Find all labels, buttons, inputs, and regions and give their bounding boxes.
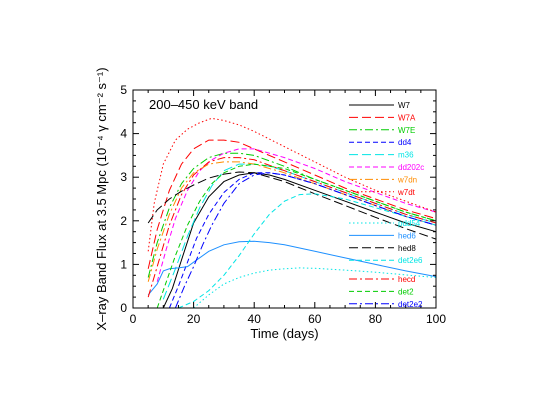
legend-label-m36: m36: [398, 151, 414, 160]
series-line-hecd: [147, 157, 437, 298]
legend: W7 W7A W7E dd4 m36 dd202c w7dn w7dt pdd54 hed6 hed…: [349, 101, 424, 309]
legend-label-w7a: W7A: [398, 113, 416, 122]
y-tick-label: 4: [120, 127, 127, 141]
series-line-w7e: [147, 152, 437, 278]
legend-label-det2: det2: [398, 287, 414, 296]
y-axis-label: X–ray Band Flux at 3.5 Mpc (10⁻⁴ γ cm⁻² …: [94, 67, 109, 330]
y-tick-label: 0: [120, 301, 127, 315]
x-tick-label: 100: [426, 312, 446, 326]
y-tick-label: 1: [120, 257, 127, 271]
plot-layer: [147, 117, 437, 309]
x-tick-label: 40: [248, 312, 262, 326]
legend-label-w7dt: w7dt: [397, 188, 416, 197]
legend-label-dd202c: dd202c: [398, 163, 424, 172]
x-tick-label: 60: [308, 312, 322, 326]
x-axis-label: Time (days): [250, 326, 318, 341]
y-tick-label: 5: [120, 83, 127, 97]
legend-label-hed8: hed8: [398, 244, 416, 253]
y-tick-label: 2: [120, 214, 127, 228]
legend-label-w7dn: w7dn: [397, 175, 417, 184]
series-line-det2: [156, 163, 437, 309]
legend-label-hed6: hed6: [398, 231, 416, 240]
x-tick-label: 0: [130, 312, 137, 326]
y-tick-label: 3: [120, 170, 127, 184]
series-line-w7a: [147, 139, 437, 269]
band-annotation: 200–450 keV band: [149, 97, 258, 112]
series-line-dd202c: [156, 148, 437, 282]
series-line-dd4: [168, 172, 437, 309]
legend-label-w7e: W7E: [398, 126, 415, 135]
legend-label-dd4: dd4: [398, 138, 412, 147]
legend-label-det2e2: det2e2: [398, 300, 423, 309]
series-line-det2e6: [178, 193, 437, 309]
series-line-hed6: [147, 240, 437, 296]
series-line-pdd54: [193, 267, 437, 309]
plot-frame: [132, 89, 437, 309]
legend-label-pdd54: pdd54: [398, 219, 421, 228]
legend-label-hecd: hecd: [398, 275, 415, 284]
series-line-hed8: [147, 171, 437, 240]
legend-label-det2e6: det2e6: [398, 256, 423, 265]
x-tick-label: 20: [187, 312, 201, 326]
legend-label-w7: W7: [398, 101, 411, 110]
series-line-det2e2: [174, 172, 437, 309]
series-line-w7: [162, 172, 437, 309]
series-line-w7dt: [147, 117, 437, 252]
x-tick-label: 80: [369, 312, 383, 326]
